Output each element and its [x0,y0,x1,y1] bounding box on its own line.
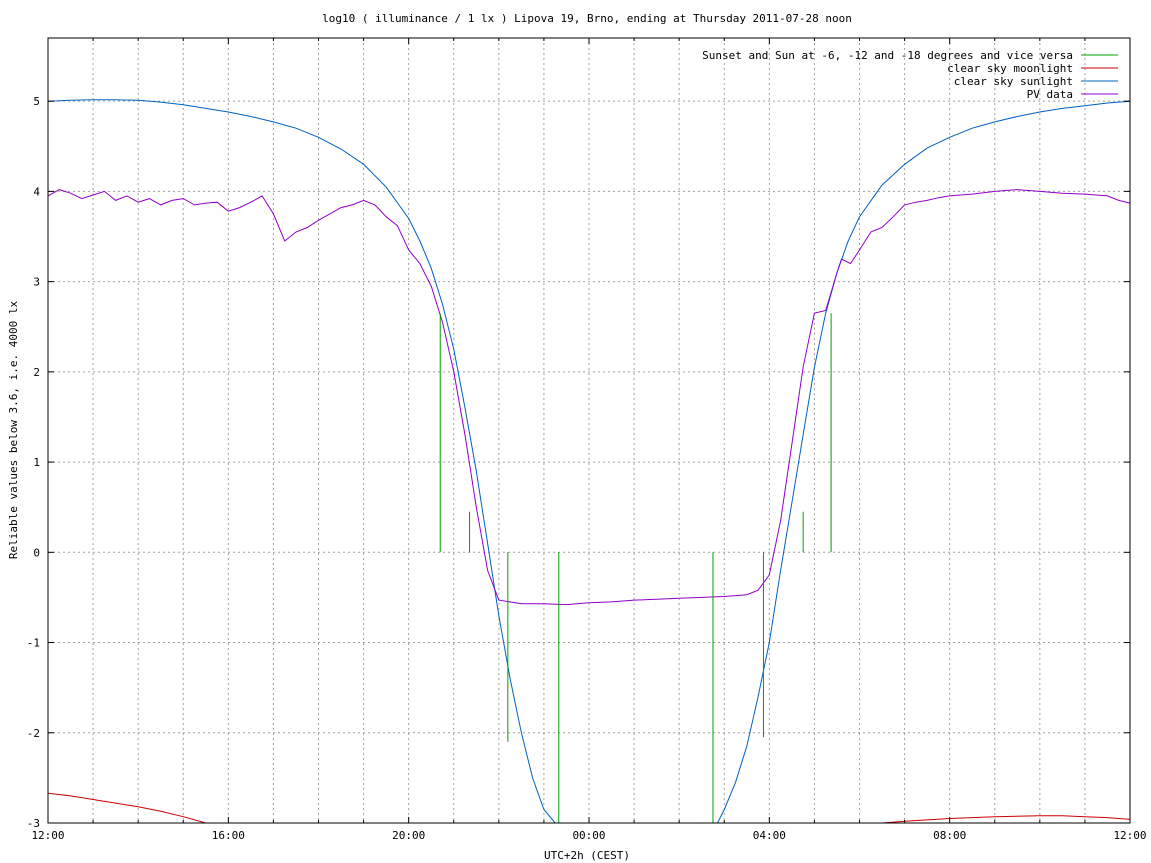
series-line [48,792,209,823]
y-tick-label: 0 [33,546,40,559]
legend-label: PV data [1027,88,1073,101]
plot-frame [47,37,1131,824]
series-line [875,815,1130,823]
y-tick-label: 4 [33,185,40,198]
y-tick-label: 5 [33,95,40,108]
x-axis-label: UTC+2h (CEST) [544,849,630,862]
x-tick-label: 04:00 [753,829,786,842]
x-tick-label: 08:00 [933,829,966,842]
y-axis-label: Reliable values below 3.6, i.e. 4000 lx [7,300,20,559]
y-tick-label: 3 [33,276,40,289]
series-line [48,189,1130,606]
x-tick-label: 20:00 [392,829,425,842]
y-tick-label: 2 [33,366,40,379]
series-0 [439,313,832,823]
series-line [716,100,1130,823]
x-tick-label: 16:00 [212,829,245,842]
legend: Sunset and Sun at -6, -12 and -18 degree… [702,49,1118,101]
x-tick-label: 00:00 [572,829,605,842]
x-tick-label: 12:00 [31,829,64,842]
series-2 [48,99,1130,823]
legend-label: Sunset and Sun at -6, -12 and -18 degree… [702,49,1073,62]
series-1 [48,792,1130,823]
legend-label: clear sky sunlight [954,75,1073,88]
series-line [48,99,557,823]
series-layer [48,99,1130,823]
y-tick-label: -1 [27,637,40,650]
y-tick-label: 1 [33,456,40,469]
chart-title: log10 ( illuminance / 1 lx ) Lipova 19, … [322,12,852,25]
y-tick-label: -2 [27,727,40,740]
y-tick-label: -3 [27,817,40,830]
grid-lines [47,38,1131,824]
legend-label: clear sky moonlight [947,62,1073,75]
axis-ticks: 12:00 16:00 20:00 00:00 04:00 08:00 12:00-3-2-… [27,38,1147,842]
series-3 [48,189,1130,606]
x-tick-label: 12:00 [1113,829,1146,842]
